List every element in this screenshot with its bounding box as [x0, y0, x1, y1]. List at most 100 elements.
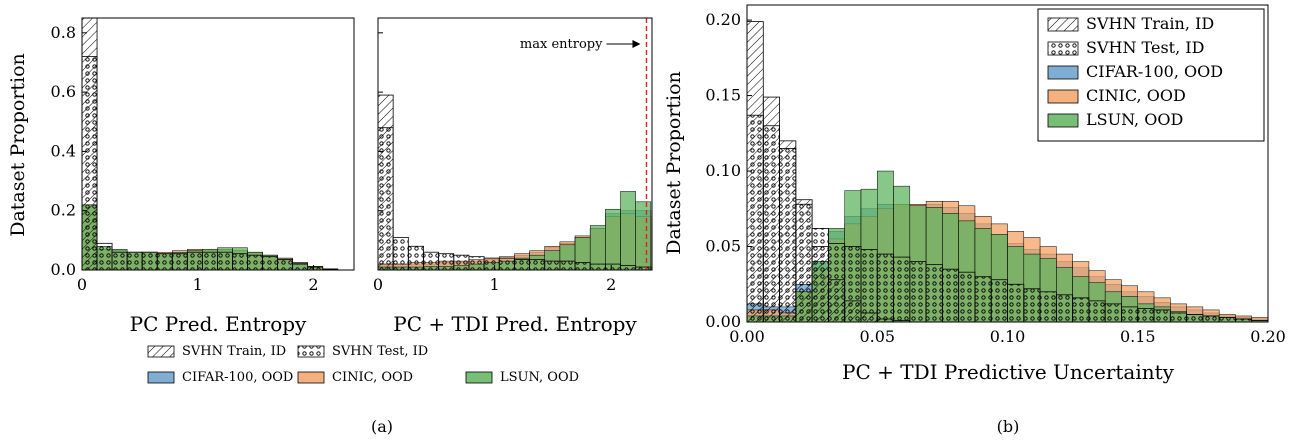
bar-dots-8 — [498, 257, 515, 271]
bar-dots-17 — [1023, 288, 1041, 323]
legend-label-b4: LSUN, OOD — [1086, 110, 1183, 129]
bar-dots-3 — [126, 251, 143, 271]
bar-dots-9 — [514, 259, 530, 271]
y-tick-label: 0.0 — [51, 260, 76, 279]
bar-dots-13 — [958, 271, 976, 323]
ticks-a-left: 0 1 2 0.0 0.2 0.4 0.6 0.8 — [51, 23, 319, 294]
legend-item-a3: CINIC, OOD — [297, 370, 413, 385]
bar-dots-4 — [438, 253, 455, 271]
x-tick-label: 0.00 — [729, 327, 765, 346]
ticks-a-right: 0 1 2 — [373, 32, 616, 294]
bar-dots-8 — [201, 251, 218, 271]
bar-dots-5 — [828, 243, 846, 323]
y-tick-label: 0.05 — [705, 237, 741, 256]
bar-dots-12 — [941, 268, 960, 323]
x-tick-label: 2 — [606, 275, 616, 294]
legend-label-a2: CIFAR-100, OOD — [182, 370, 293, 385]
bar-dots-14 — [589, 263, 606, 271]
legend-swatch-b0 — [1047, 17, 1079, 32]
x-tick-label: 0 — [373, 275, 383, 294]
y-tick-label: 0.8 — [51, 23, 76, 42]
bar-dots-6 — [171, 253, 188, 271]
legend-item-a2: CIFAR-100, OOD — [147, 370, 293, 385]
bar-dots-4 — [141, 251, 158, 271]
legend-item-a4: LSUN, OOD — [465, 370, 579, 385]
bar-dots-4 — [811, 228, 829, 323]
panel-b: 0.00 0.05 0.10 0.15 0.20 0.00 0.05 0.10 0.15 0.20… — [663, 4, 1286, 384]
bar-lsun-17 — [635, 201, 652, 271]
y-axis-label: Dataset Proportion — [7, 53, 29, 237]
bar-dots-11 — [247, 254, 263, 271]
legend-swatch-a4 — [465, 371, 493, 384]
y-tick-label: 0.10 — [705, 161, 741, 180]
legend-label-b2: CIFAR-100, OOD — [1086, 62, 1223, 81]
bar-dots-14 — [974, 276, 992, 323]
bar-dots-6 — [468, 256, 485, 271]
y-tick-label: 0.15 — [705, 86, 741, 105]
bar-dots-12 — [262, 256, 279, 271]
bar-dots-7 — [483, 257, 500, 271]
bar-dots-2 — [111, 251, 128, 271]
caption-a: (a) — [371, 417, 393, 436]
max-entropy-arrowhead — [632, 40, 641, 48]
legend-item-b2: CIFAR-100, OOD — [1047, 62, 1223, 81]
bar-dots-24 — [1137, 308, 1155, 323]
caption-b: (b) — [997, 417, 1020, 436]
x-tick-label: 0.10 — [990, 327, 1026, 346]
bars-a-right — [377, 94, 652, 271]
bar-dots-13 — [574, 262, 591, 271]
ticks-b: 0.00 0.05 0.10 0.15 0.20 0.00 0.05 0.10 0.15 0.20 — [705, 10, 1285, 346]
bar-dots-20 — [1072, 297, 1090, 323]
x-tick-label: 1 — [193, 275, 203, 294]
bar-dots-16 — [620, 265, 637, 271]
bar-dots-26 — [1169, 312, 1187, 323]
bar-dots-9 — [893, 256, 911, 323]
bar-dots-9 — [217, 251, 233, 271]
bar-dots-10 — [529, 259, 546, 271]
legend-item-a0: SVHN Train, ID — [147, 344, 286, 359]
bar-dots-5 — [156, 253, 173, 271]
bar-dots-7 — [860, 249, 878, 323]
bar-dots-13 — [277, 259, 294, 271]
legend-item-b1: SVHN Test, ID — [1047, 38, 1204, 57]
bar-dots-1 — [762, 125, 780, 323]
bar-lsun-16 — [620, 191, 636, 271]
legend-item-a1: SVHN Test, ID — [297, 344, 428, 359]
bar-dots-1 — [96, 242, 113, 271]
legend-label-b1: SVHN Test, ID — [1086, 38, 1204, 57]
bar-dots-15 — [990, 279, 1008, 323]
bar-dots-10 — [232, 253, 248, 271]
bar-dots-2 — [407, 245, 424, 271]
bar-dots-23 — [1121, 306, 1139, 323]
y-tick-label: 0.6 — [51, 82, 76, 101]
y-tick-label: 0.20 — [705, 10, 741, 29]
x-axis-label: PC + TDI Pred. Entropy — [393, 312, 637, 336]
legend-a: SVHN Train, ID SVHN Test, ID CIFAR-100, OO… — [147, 344, 579, 385]
bars-a-left — [81, 17, 339, 271]
plot-frame — [81, 17, 355, 271]
legend-label-b0: SVHN Train, ID — [1086, 14, 1214, 33]
plot-frame — [377, 17, 653, 271]
bar-dots-6 — [844, 246, 862, 323]
x-tick-label: 0.15 — [1120, 327, 1156, 346]
bar-dots-28 — [1202, 315, 1220, 323]
x-tick-label: 1 — [490, 275, 500, 294]
legend-swatch-a0 — [147, 345, 175, 358]
legend-item-b0: SVHN Train, ID — [1047, 14, 1214, 33]
bar-dots-10 — [909, 261, 927, 323]
bar-lsun-15 — [605, 208, 621, 271]
bar-dots-22 — [1104, 303, 1122, 323]
legend-label-b3: CINIC, OOD — [1086, 86, 1186, 105]
x-tick-label: 0.05 — [859, 327, 895, 346]
bar-dots-18 — [1039, 291, 1057, 323]
legend-item-b4: LSUN, OOD — [1047, 110, 1183, 129]
legend-swatch-a1 — [297, 345, 325, 358]
bar-dots-14 — [292, 263, 309, 271]
bar-dots-25 — [1153, 309, 1171, 323]
bar-dots-2 — [779, 148, 797, 323]
panel-a-right: max entropy 0 1 2 PC + TDI Pred. Entropy — [373, 17, 653, 336]
x-tick-label: 2 — [308, 275, 318, 294]
bar-dots-8 — [876, 253, 894, 323]
bar-lsun-14 — [589, 225, 606, 271]
